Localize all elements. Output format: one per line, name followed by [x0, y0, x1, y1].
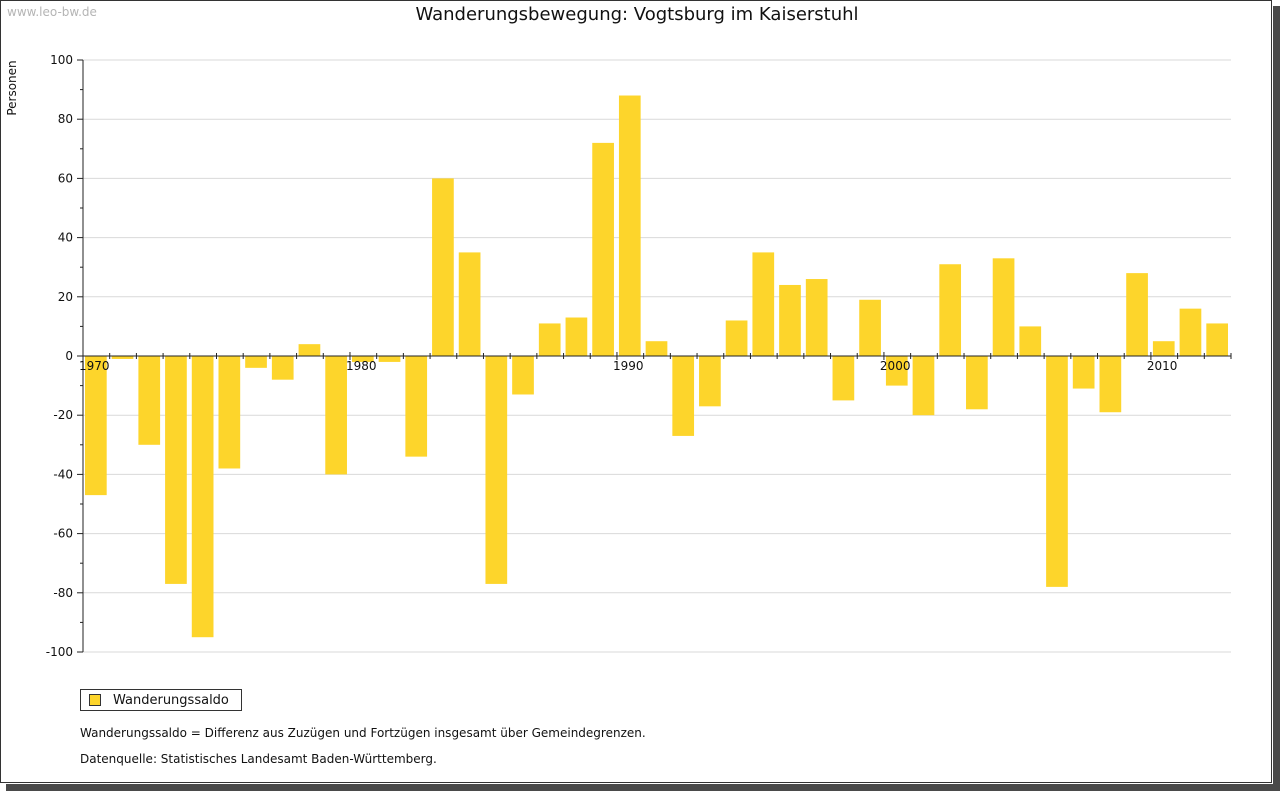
bar-2011 — [1179, 308, 1202, 356]
bar-1979 — [325, 356, 347, 475]
bar-1998 — [832, 356, 855, 401]
legend-label: Wanderungssaldo — [113, 692, 229, 708]
y-tick-label: 60 — [58, 171, 73, 185]
bar-1977 — [271, 356, 294, 380]
y-tick-label: 0 — [65, 349, 73, 363]
axes — [77, 59, 1232, 653]
grid-lines — [83, 59, 1231, 653]
y-tick-label: -60 — [53, 527, 73, 541]
bar-2000 — [885, 356, 908, 386]
y-tick-label: 20 — [58, 290, 73, 304]
x-tick-label: 1980 — [346, 359, 377, 373]
bar-1990 — [618, 95, 641, 357]
bar-series — [85, 95, 1228, 638]
bar-1985 — [485, 356, 508, 584]
y-tick-label: -80 — [53, 586, 73, 600]
frame-shadow-bottom — [6, 784, 1280, 791]
watermark: www.leo-bw.de — [7, 5, 97, 19]
bar-1992 — [672, 356, 695, 436]
bar-1981 — [378, 356, 401, 362]
bar-1996 — [779, 284, 801, 356]
legend-swatch-icon — [89, 694, 101, 706]
bar-2012 — [1206, 323, 1228, 356]
legend: Wanderungssaldo — [80, 689, 242, 711]
bar-2009 — [1126, 273, 1148, 356]
bar-2003 — [966, 356, 988, 410]
bar-1976 — [245, 356, 267, 368]
bar-1973 — [165, 356, 187, 584]
bar-1982 — [405, 356, 428, 457]
x-tick-label: 1990 — [613, 359, 644, 373]
bar-2002 — [939, 264, 962, 356]
bar-1978 — [298, 344, 321, 356]
bar-1999 — [859, 299, 881, 356]
bar-1983 — [432, 178, 454, 356]
bar-1987 — [538, 323, 561, 356]
definition-note: Wanderungssaldo = Differenz aus Zuzügen … — [80, 726, 646, 740]
bar-1974 — [191, 356, 214, 638]
x-tick-labels: 1970 1980 1990 2000 2010 — [79, 359, 1177, 373]
y-tick-label: 40 — [58, 231, 73, 245]
bar-2006 — [1046, 356, 1068, 587]
bar-1993 — [699, 356, 721, 407]
chart-title: Wanderungsbewegung: Vogtsburg im Kaisers… — [415, 4, 859, 25]
x-tick-label: 2010 — [1147, 359, 1178, 373]
bar-1995 — [752, 252, 775, 356]
bar-1972 — [138, 356, 161, 445]
x-tick-label: 1970 — [79, 359, 110, 373]
source-note: Datenquelle: Statistisches Landesamt Bad… — [80, 752, 437, 766]
bar-2001 — [912, 356, 935, 416]
y-tick-labels: -100 -80 -60 -40 -20 0 20 40 60 80 100 — [46, 53, 73, 659]
bar-1997 — [805, 279, 828, 356]
y-tick-label: 100 — [50, 53, 73, 67]
bar-1988 — [565, 317, 588, 356]
bar-1994 — [725, 320, 748, 356]
y-tick-label: -20 — [53, 408, 73, 422]
bar-2010 — [1152, 341, 1175, 356]
y-tick-label: -40 — [53, 467, 73, 481]
frame-shadow-right — [1273, 6, 1280, 791]
bar-1975 — [218, 356, 241, 469]
bar-1971 — [111, 356, 134, 359]
bar-1970 — [85, 356, 107, 496]
bar-1991 — [645, 341, 668, 356]
bar-2008 — [1099, 356, 1122, 413]
bar-1986 — [512, 356, 534, 395]
bar-1989 — [592, 142, 614, 356]
bar-1980 — [351, 356, 374, 362]
bar-2004 — [992, 258, 1015, 356]
bar-1984 — [458, 252, 481, 356]
x-tick-label: 2000 — [880, 359, 911, 373]
bar-chart: -100 -80 -60 -40 -20 0 20 40 60 80 100 1970 1980 199… — [46, 53, 1232, 659]
y-tick-label: -100 — [46, 645, 73, 659]
bar-2005 — [1019, 326, 1042, 356]
bar-2007 — [1072, 356, 1095, 389]
y-tick-label: 80 — [58, 112, 73, 126]
